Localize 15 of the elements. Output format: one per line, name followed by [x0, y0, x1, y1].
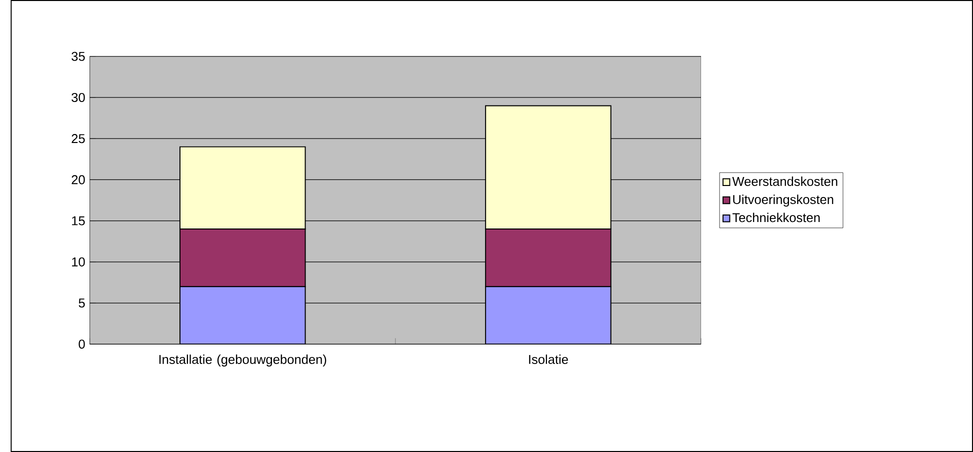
x-tick-label: Isolatie: [529, 354, 568, 364]
legend-label: Techniekkosten: [732, 212, 820, 222]
y-tick-label: 10: [72, 257, 85, 266]
bar: [485, 286, 612, 344]
x-tick-label: Installatie (gebouwgebonden): [159, 354, 326, 367]
y-tick-label: 35: [72, 52, 85, 61]
y-tick-label: 25: [72, 134, 85, 144]
bar: [179, 286, 306, 344]
y-tick-label: 15: [72, 216, 85, 226]
legend-label: Uitvoeringskosten: [733, 194, 834, 207]
y-tick-label: 5: [78, 298, 85, 308]
y-tick-label: 0: [78, 340, 85, 349]
y-tick-label: 30: [72, 92, 85, 102]
y-tick-label: 20: [72, 175, 85, 184]
legend-label: Weerstandskosten: [732, 176, 838, 186]
